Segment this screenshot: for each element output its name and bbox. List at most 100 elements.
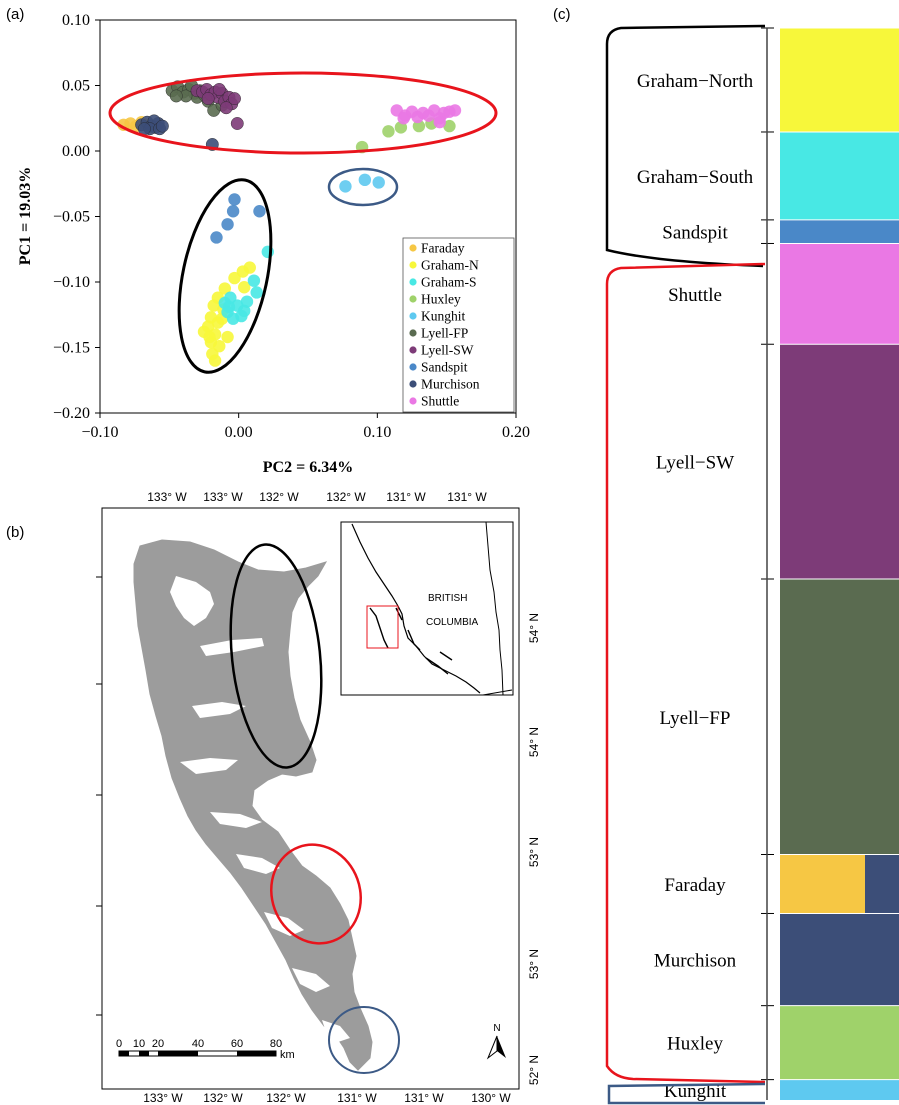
inset-coastline xyxy=(351,523,481,694)
scale-tick-label: 60 xyxy=(231,1038,243,1050)
scatter-point-huxley xyxy=(412,119,426,133)
scatter-point-lyell-sw xyxy=(228,92,241,106)
legend-marker-shuttle xyxy=(409,397,417,405)
top-tick-label: 132° W xyxy=(326,490,366,504)
scatter-point-lyell-fp xyxy=(169,89,183,103)
masset-inlet xyxy=(170,576,214,626)
inlet-2 xyxy=(192,702,246,718)
group-label: Faraday xyxy=(664,875,726,896)
scatter-point-lyell-sw xyxy=(219,101,233,115)
map-black-ellipse xyxy=(229,543,323,769)
scatter-point-sandspit xyxy=(253,205,266,218)
red-cluster-ellipse xyxy=(108,71,498,155)
blue-cluster-ellipse xyxy=(327,167,399,207)
scatter-point-graham-n xyxy=(208,354,222,367)
haida-gwaii-landmass xyxy=(133,539,373,1071)
group-label: Lyell−FP xyxy=(660,708,731,729)
scatter-point-kunghit xyxy=(339,180,352,193)
scale-bar: 0 10 20 40 60 80 km xyxy=(116,1038,295,1061)
y-axis-label: PC1 = 19.03% xyxy=(17,167,34,265)
inlet-8 xyxy=(322,1020,350,1042)
scale-tick-label: 40 xyxy=(192,1038,204,1050)
legend-marker-graham-s xyxy=(409,278,417,286)
group-label: Graham−South xyxy=(637,167,754,188)
top-tick-label: 131° W xyxy=(447,490,487,504)
admixture-block-kunghit xyxy=(780,1079,899,1100)
y-tick-label: −0.20 xyxy=(53,405,90,422)
y-tick-label: −0.05 xyxy=(53,209,90,226)
admixture-block-lyell-fp xyxy=(780,579,899,855)
legend-marker-graham-n xyxy=(409,261,417,269)
legend-entry: Huxley xyxy=(421,292,461,307)
legend-marker-huxley xyxy=(409,295,417,303)
top-tick-label: 133° W xyxy=(147,490,187,504)
inlet-4 xyxy=(210,812,262,828)
legend-marker-kunghit xyxy=(409,312,417,320)
group-label: Lyell−SW xyxy=(656,453,734,474)
legend-marker-lyell-sw xyxy=(409,346,417,354)
inset-label-columbia: COLUMBIA xyxy=(426,617,479,628)
scatter-point-kunghit xyxy=(358,173,372,187)
right-tick-label: 52° N xyxy=(527,1055,541,1085)
admixture-block-graham-n xyxy=(780,28,899,132)
y-tick-label: −0.10 xyxy=(53,274,90,291)
map-blue-ellipse xyxy=(328,1006,400,1074)
map-red-ellipse xyxy=(270,843,362,945)
x-tick-label: −0.10 xyxy=(81,424,118,441)
scatter-point-shuttle xyxy=(433,115,446,129)
admixture-block-murchison xyxy=(780,913,899,1006)
scale-unit: km xyxy=(280,1049,295,1061)
legend-entry: Lyell-FP xyxy=(421,326,468,341)
inlet-3 xyxy=(180,758,238,774)
admixture-block-shuttle xyxy=(780,243,899,345)
scatter-point-sandspit xyxy=(226,205,240,218)
inlet-5 xyxy=(236,854,280,874)
north-arrow-icon: N xyxy=(486,1023,506,1060)
blue-group-bracket xyxy=(607,1082,766,1105)
group-labels: Graham−North Graham−South Sandspit Shuttle L… xyxy=(637,27,774,1102)
scatter-point-lyell-sw xyxy=(212,83,226,96)
admixture-block-sandspit xyxy=(780,219,899,244)
legend-marker-murchison xyxy=(409,380,417,388)
admixture-block-huxley xyxy=(780,1005,899,1080)
scale-tick-label: 0 xyxy=(116,1038,122,1050)
scatter-point-sandspit xyxy=(221,218,234,231)
scatter-point-graham-n xyxy=(221,330,234,344)
group-label: Graham−North xyxy=(637,71,754,92)
legend-entry: Graham-N xyxy=(421,258,479,273)
legend-entry: Sandspit xyxy=(421,360,468,375)
inlet-7 xyxy=(292,968,330,992)
scatter-point-graham-s xyxy=(235,309,248,323)
legend-entry: Lyell-SW xyxy=(421,343,474,358)
inset-border xyxy=(482,521,513,696)
admixture-block-murchison-share xyxy=(865,854,899,914)
inset-label-british: BRITISH xyxy=(428,593,467,604)
inset-islands xyxy=(369,607,453,675)
group-label: Murchison xyxy=(654,951,737,972)
top-tick-label: 131° W xyxy=(386,490,426,504)
legend-marker-lyell-fp xyxy=(409,329,417,337)
red-group-bracket xyxy=(605,262,766,1084)
scatter-point-sandspit xyxy=(210,231,223,244)
scale-tick-label: 10 xyxy=(133,1038,145,1050)
scatter-point-graham-n xyxy=(203,330,216,344)
scatter-point-huxley xyxy=(382,125,395,138)
scatter-point-graham-n xyxy=(236,265,250,278)
group-label: Shuttle xyxy=(668,285,722,306)
scatter-point-murchison xyxy=(155,119,169,133)
bottom-tick-label: 131° W xyxy=(337,1091,377,1105)
panel-c-label: (c) xyxy=(553,6,571,23)
x-tick-label: 0.00 xyxy=(225,424,253,441)
legend-entry: Shuttle xyxy=(421,394,459,409)
scatter-points xyxy=(117,79,462,367)
legend: Faraday Graham-N Graham-S Huxley Kunghit Lyel… xyxy=(409,241,480,409)
black-group-bracket xyxy=(605,24,766,268)
pca-scatter-plot: −0.10 0.00 0.10 0.20 0.10 0.05 0.00 −0.05 −0.10 −… xyxy=(17,12,530,476)
x-axis-label: PC2 = 6.34% xyxy=(263,459,353,476)
scatter-point-kunghit xyxy=(372,176,385,189)
scatter-point-graham-s xyxy=(247,274,261,287)
legend-entry: Murchison xyxy=(421,377,480,392)
study-area-map: 133° W 133° W 132° W 132° W 131° W 131° … xyxy=(96,490,541,1105)
scatter-point-graham-s xyxy=(222,300,236,314)
cluster-ellipses xyxy=(108,71,498,374)
